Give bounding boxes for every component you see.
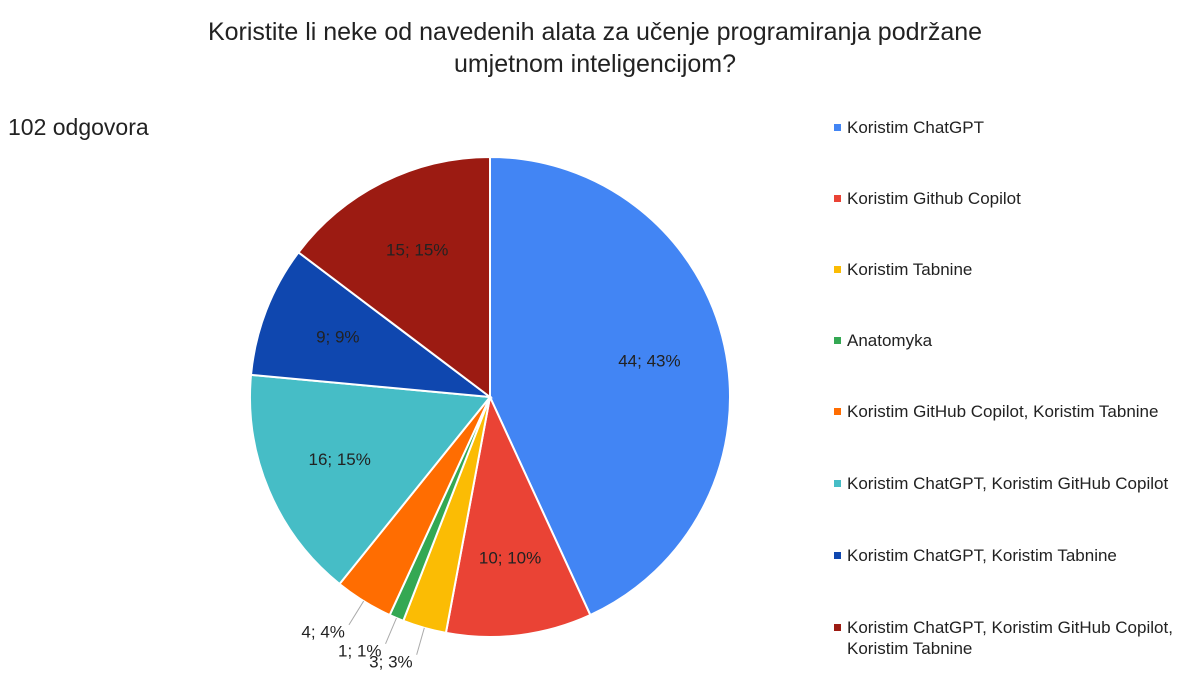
legend-item: Koristim ChatGPT [834, 117, 984, 138]
legend-label: Anatomyka [847, 331, 933, 350]
data-label: 3; 3% [369, 652, 412, 671]
legend-label: Koristim ChatGPT [847, 118, 984, 137]
legend-swatch [834, 124, 841, 131]
pie-slice [249, 250, 494, 399]
data-label: 15; 15% [386, 240, 448, 259]
legend-label: Koristim ChatGPT, Koristim GitHub Copilo… [847, 618, 1173, 658]
data-label: 9; 9% [316, 328, 359, 347]
pie-slice [297, 155, 491, 400]
legend-swatch [834, 624, 841, 631]
data-label: 16; 15% [309, 450, 371, 469]
legend-item: Koristim ChatGPT, Koristim GitHub Copilo… [834, 617, 1179, 659]
legend-item: Anatomyka [834, 330, 932, 351]
chart-subtitle: 102 odgovora [8, 114, 149, 140]
legend-label: Koristim ChatGPT, Koristim Tabnine [847, 546, 1117, 565]
leader-line [416, 627, 425, 655]
data-label: 10; 10% [479, 548, 541, 567]
legend-swatch [834, 408, 841, 415]
legend-swatch [834, 266, 841, 273]
legend-swatch [834, 480, 841, 487]
pie-slice [489, 155, 731, 617]
legend-swatch [834, 337, 841, 344]
legend-item: Koristim Tabnine [834, 259, 972, 280]
pie-slice [249, 373, 492, 586]
chart-title: Koristite li neke od navedenih alata za … [207, 18, 983, 78]
legend-item: Koristim ChatGPT, Koristim Tabnine [834, 545, 1117, 566]
legend-item: Koristim GitHub Copilot, Koristim Tabnin… [834, 401, 1158, 422]
data-label: 44; 43% [618, 352, 680, 371]
data-label: 4; 4% [301, 622, 344, 641]
legend-label: Koristim Github Copilot [847, 189, 1021, 208]
pie-slice [444, 393, 592, 638]
leader-line [385, 617, 397, 644]
legend-item: Koristim Github Copilot [834, 188, 1021, 209]
legend-item: Koristim ChatGPT, Koristim GitHub Copilo… [834, 473, 1168, 494]
legend-label: Koristim GitHub Copilot, Koristim Tabnin… [847, 402, 1159, 421]
leader-line [348, 600, 365, 626]
legend-swatch [834, 195, 841, 202]
legend-label: Koristim Tabnine [847, 260, 973, 279]
data-label: 1; 1% [338, 641, 381, 660]
legend-swatch [834, 552, 841, 559]
legend-label: Koristim ChatGPT, Koristim GitHub Copilo… [847, 474, 1169, 493]
